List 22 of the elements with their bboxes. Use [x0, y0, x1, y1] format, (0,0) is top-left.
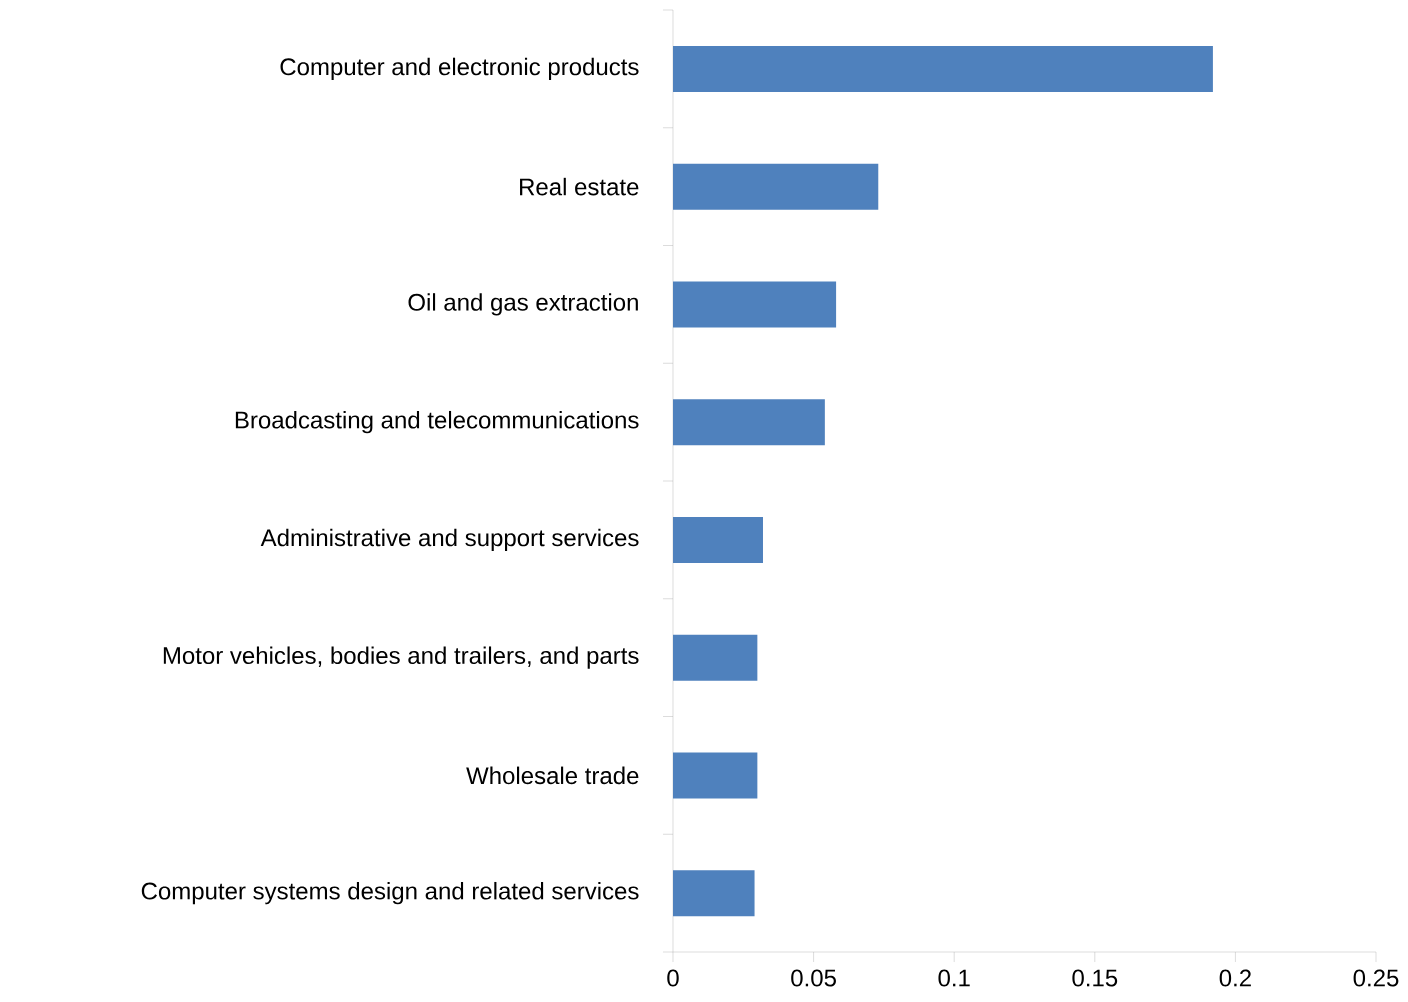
bar	[673, 870, 755, 917]
y-tick-label: Wholesale trade	[466, 766, 639, 785]
y-tick-label: Computer systems design and related services	[141, 881, 639, 905]
y-tick-label: Motor vehicles, bodies and trailers, and parts	[163, 646, 639, 669]
x-tick-label: 0.2	[1219, 969, 1251, 987]
x-tick-label: 0	[667, 969, 679, 987]
x-tick-label: 0.05	[791, 969, 836, 987]
x-tick-label: 0.1	[938, 969, 970, 987]
bar	[673, 752, 758, 799]
y-tick-label: Computer and electronic products	[280, 57, 639, 81]
bar	[673, 399, 825, 446]
y-tick-label: Oil and gas extraction	[408, 293, 638, 316]
bar	[673, 516, 763, 563]
bar	[673, 163, 879, 210]
y-tick-label: Broadcasting and telecommunications	[235, 410, 639, 434]
bar	[673, 281, 837, 328]
bar	[673, 45, 1213, 92]
bar	[673, 634, 758, 681]
y-tick-label: Real estate	[520, 177, 639, 196]
x-tick-label: 0.15	[1072, 969, 1118, 987]
y-tick-label: Administrative and support services	[260, 528, 639, 552]
x-tick-label: 0.25	[1353, 969, 1399, 987]
